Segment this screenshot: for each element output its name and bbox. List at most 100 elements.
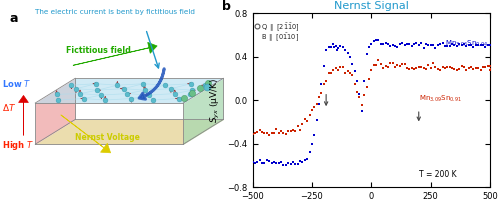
Point <box>484 64 492 68</box>
Point <box>260 161 268 164</box>
Point <box>270 131 278 135</box>
Point <box>410 43 418 46</box>
Point <box>253 131 261 134</box>
Point <box>460 42 468 45</box>
Point <box>333 48 341 51</box>
Text: Mn$_{3.96}$Sn$_{0.04}$: Mn$_{3.96}$Sn$_{0.04}$ <box>445 39 488 49</box>
Point <box>450 68 458 71</box>
Point <box>405 43 413 46</box>
Point <box>329 42 337 46</box>
Point <box>251 161 259 164</box>
Point <box>320 83 328 86</box>
Point <box>280 131 287 135</box>
Point <box>462 44 470 48</box>
Point <box>336 66 344 69</box>
Point <box>486 64 494 68</box>
Point <box>379 66 387 69</box>
Point <box>348 74 356 77</box>
Point <box>386 44 394 47</box>
Point <box>426 67 434 70</box>
Point <box>462 68 470 71</box>
Point <box>308 108 316 112</box>
Point <box>330 45 338 48</box>
Point <box>470 45 478 48</box>
Point <box>450 43 458 46</box>
Point <box>286 162 294 165</box>
Point <box>467 66 475 69</box>
Point <box>353 80 361 83</box>
Point <box>374 39 382 42</box>
Text: Q $\parallel$ [2$\bar{1}$$\bar{1}$0]: Q $\parallel$ [2$\bar{1}$$\bar{1}$0] <box>261 21 300 34</box>
Point <box>403 67 411 70</box>
Point <box>403 42 411 45</box>
Point <box>438 41 446 45</box>
Point <box>434 44 442 47</box>
Point <box>436 68 444 71</box>
Point <box>394 63 402 67</box>
Point <box>298 160 306 163</box>
Point <box>486 68 494 71</box>
Point <box>306 151 314 154</box>
Point <box>274 161 282 165</box>
Text: $\Delta T$: $\Delta T$ <box>2 102 16 113</box>
Point <box>379 43 387 46</box>
Point <box>426 44 434 47</box>
Point <box>384 42 392 45</box>
Text: T = 200 K: T = 200 K <box>419 170 457 179</box>
Point <box>344 69 351 72</box>
Point <box>334 68 342 71</box>
Point <box>315 103 323 106</box>
Point <box>263 132 271 135</box>
Point <box>303 157 311 160</box>
Point <box>481 45 489 48</box>
Point <box>322 80 330 83</box>
Point <box>417 41 425 44</box>
Point <box>358 109 366 112</box>
Point <box>370 63 378 67</box>
Point <box>455 67 463 70</box>
Text: b: b <box>222 0 230 13</box>
Point <box>388 43 396 47</box>
Point <box>282 132 290 136</box>
Point <box>341 71 349 74</box>
Point <box>336 44 344 47</box>
Point <box>367 42 375 45</box>
Point <box>441 67 449 70</box>
Point <box>472 43 480 46</box>
Point <box>396 42 404 46</box>
Point <box>353 90 361 93</box>
Point <box>248 133 256 136</box>
Text: The electric current is bent by fictitious field: The electric current is bent by fictitio… <box>35 9 195 15</box>
Point <box>472 66 480 69</box>
Point <box>405 67 413 71</box>
Point <box>370 39 378 42</box>
Point <box>344 51 351 54</box>
Point <box>301 159 309 162</box>
Title: Nernst Signal: Nernst Signal <box>334 1 408 11</box>
Point <box>412 66 420 70</box>
Point <box>272 161 280 165</box>
Point <box>310 105 318 108</box>
Point <box>458 65 466 68</box>
Point <box>318 92 326 95</box>
Point <box>339 65 347 68</box>
Text: Low $T$: Low $T$ <box>2 77 32 89</box>
Point <box>420 66 428 69</box>
Point <box>474 66 482 69</box>
Point <box>408 67 416 70</box>
Point <box>438 65 446 69</box>
Point <box>256 128 264 132</box>
Point <box>265 133 273 137</box>
Point <box>286 129 294 132</box>
Point <box>294 163 302 166</box>
Point <box>312 102 320 106</box>
Point <box>400 62 408 65</box>
Point <box>256 159 264 162</box>
Point <box>253 160 261 163</box>
Point <box>306 114 314 117</box>
Point <box>448 42 456 45</box>
Point <box>415 66 423 69</box>
Point <box>410 68 418 71</box>
Point <box>322 48 330 52</box>
Point <box>453 69 461 72</box>
